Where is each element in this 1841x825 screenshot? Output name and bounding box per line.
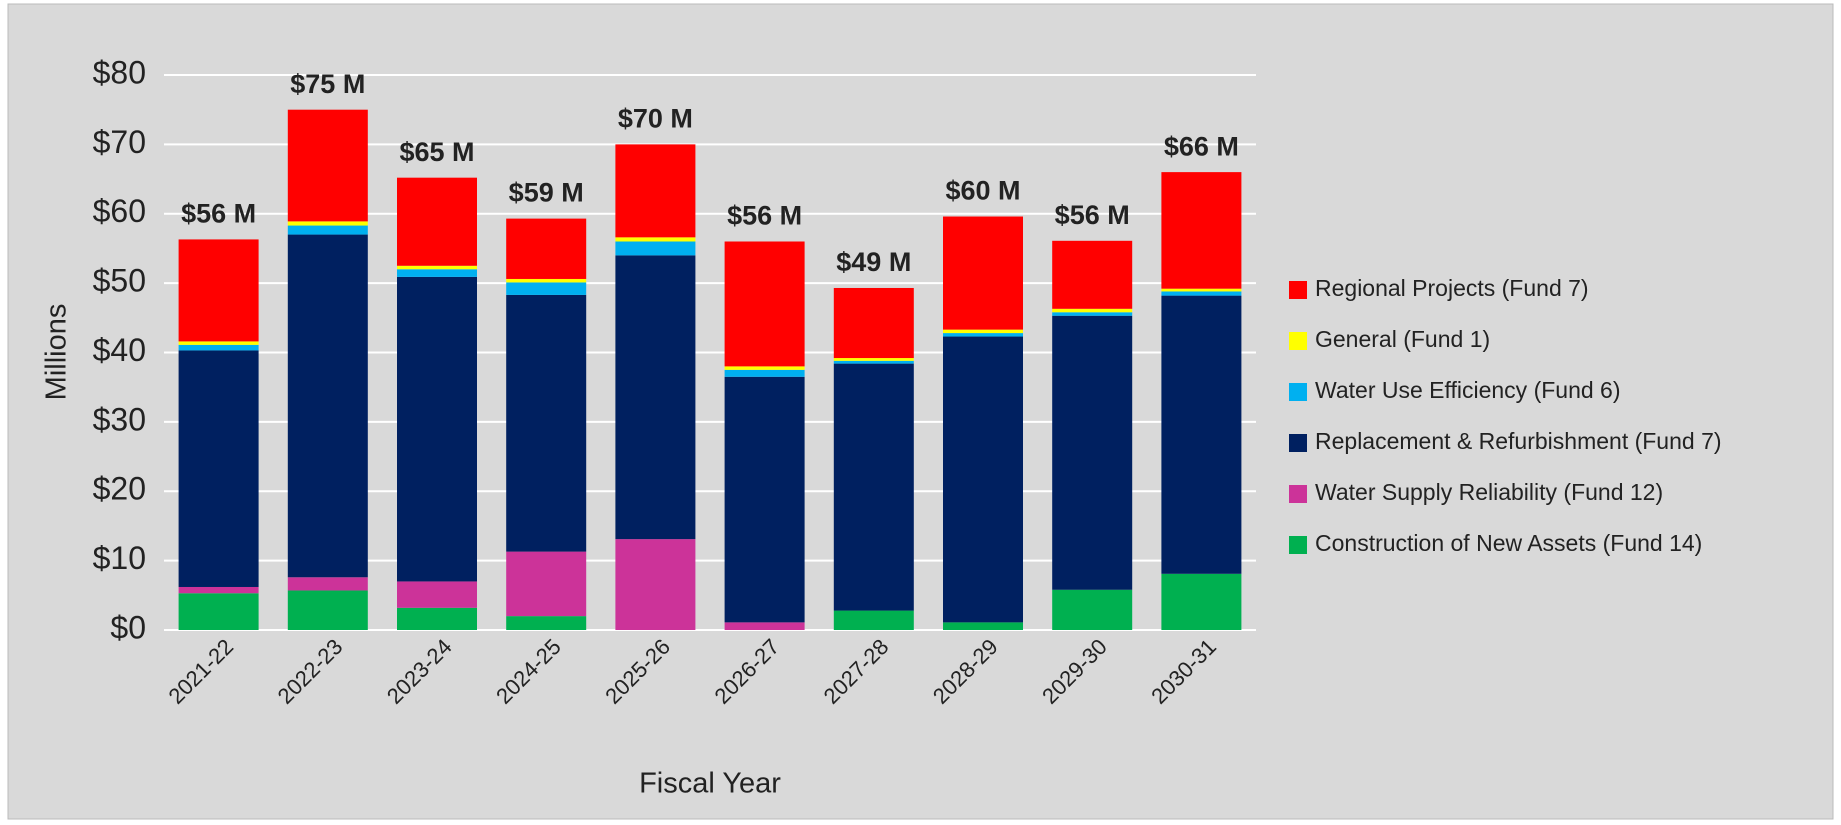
bar-segment <box>287 221 368 226</box>
bar-segment <box>178 593 259 630</box>
bar-segment <box>615 144 696 238</box>
y-tick-label: $70 <box>93 124 146 160</box>
legend-swatch <box>1289 485 1307 503</box>
bar-segment <box>724 241 805 367</box>
bar-segment <box>615 539 696 630</box>
y-tick-label: $50 <box>93 263 146 299</box>
bar-segment <box>943 216 1023 330</box>
bar-segment <box>506 294 587 552</box>
legend-label: Water Supply Reliability (Fund 12) <box>1315 479 1663 505</box>
bar-segment <box>178 344 259 351</box>
bar-segment <box>1052 315 1133 590</box>
bar-segment <box>943 329 1023 334</box>
y-tick-label: $60 <box>93 193 146 229</box>
bar-segment <box>178 239 259 342</box>
total-label: $56 M <box>1055 200 1130 230</box>
legend-label: General (Fund 1) <box>1315 326 1490 352</box>
bar-segment <box>287 225 368 235</box>
bar-segment <box>287 590 368 630</box>
legend-label: Replacement & Refurbishment (Fund 7) <box>1315 428 1722 454</box>
bar-segment <box>724 366 805 370</box>
bar-segment <box>506 282 587 295</box>
bar-segment <box>833 287 914 359</box>
bar-segment <box>724 369 805 377</box>
total-label: $65 M <box>399 137 474 167</box>
y-axis-label: Millions <box>41 304 73 401</box>
legend-label: Regional Projects (Fund 7) <box>1315 275 1589 301</box>
y-tick-label: $10 <box>93 540 146 576</box>
bar-segment <box>1052 589 1133 630</box>
total-label: $70 M <box>618 104 693 134</box>
bar-segment <box>287 109 368 222</box>
bar-segment <box>833 363 914 611</box>
y-tick-label: $30 <box>93 401 146 437</box>
bar-segment <box>506 616 587 630</box>
bar-segment <box>724 376 805 623</box>
y-tick-label: $20 <box>93 471 146 507</box>
bar-segment <box>1161 288 1242 292</box>
y-tick-label: $40 <box>93 332 146 368</box>
bar-segment <box>1161 573 1242 630</box>
total-label: $56 M <box>181 199 256 229</box>
bar-segment <box>1052 240 1133 309</box>
legend-label: Construction of New Assets (Fund 14) <box>1315 530 1702 556</box>
bar-segment <box>178 341 259 345</box>
bar-segment <box>178 350 259 587</box>
bar-segment <box>397 265 477 270</box>
y-tick-label: $0 <box>110 609 146 645</box>
bar-segment <box>615 241 696 256</box>
bar-segment <box>615 237 696 242</box>
bar-segment <box>506 218 587 279</box>
legend-swatch <box>1289 536 1307 554</box>
y-tick-label: $80 <box>93 54 146 90</box>
bar-segment <box>1161 291 1242 296</box>
bar-segment <box>397 607 477 630</box>
bar-segment <box>506 278 587 283</box>
bar-segment <box>833 360 914 364</box>
bar-segment <box>943 622 1023 630</box>
bar-segment <box>1161 172 1242 289</box>
legend-swatch <box>1289 383 1307 401</box>
total-label: $49 M <box>836 247 911 277</box>
total-label: $56 M <box>727 201 802 231</box>
bar-segment <box>178 586 259 594</box>
bar-segment <box>1052 308 1133 313</box>
bar-segment <box>833 358 914 361</box>
legend-swatch <box>1289 332 1307 350</box>
bar-segment <box>1161 295 1242 574</box>
bar-segment <box>397 276 477 582</box>
total-label: $59 M <box>509 178 584 208</box>
legend-swatch <box>1289 434 1307 452</box>
bar-segment <box>397 177 477 266</box>
bar-segment <box>943 336 1023 623</box>
bar-segment <box>287 234 368 578</box>
bar-segment <box>397 269 477 277</box>
bar-segment <box>397 581 477 608</box>
x-axis-label: Fiscal Year <box>639 768 781 800</box>
legend-label: Water Use Efficiency (Fund 6) <box>1315 377 1621 403</box>
total-label: $75 M <box>290 69 365 99</box>
legend-swatch <box>1289 281 1307 299</box>
total-label: $60 M <box>945 176 1020 206</box>
bar-segment <box>943 333 1023 337</box>
total-label: $66 M <box>1164 131 1239 161</box>
bar-segment <box>833 610 914 630</box>
bar-segment <box>724 622 805 630</box>
bar-segment <box>287 577 368 591</box>
bar-segment <box>1052 312 1133 316</box>
bar-segment <box>615 255 696 540</box>
bar-segment <box>506 551 587 617</box>
